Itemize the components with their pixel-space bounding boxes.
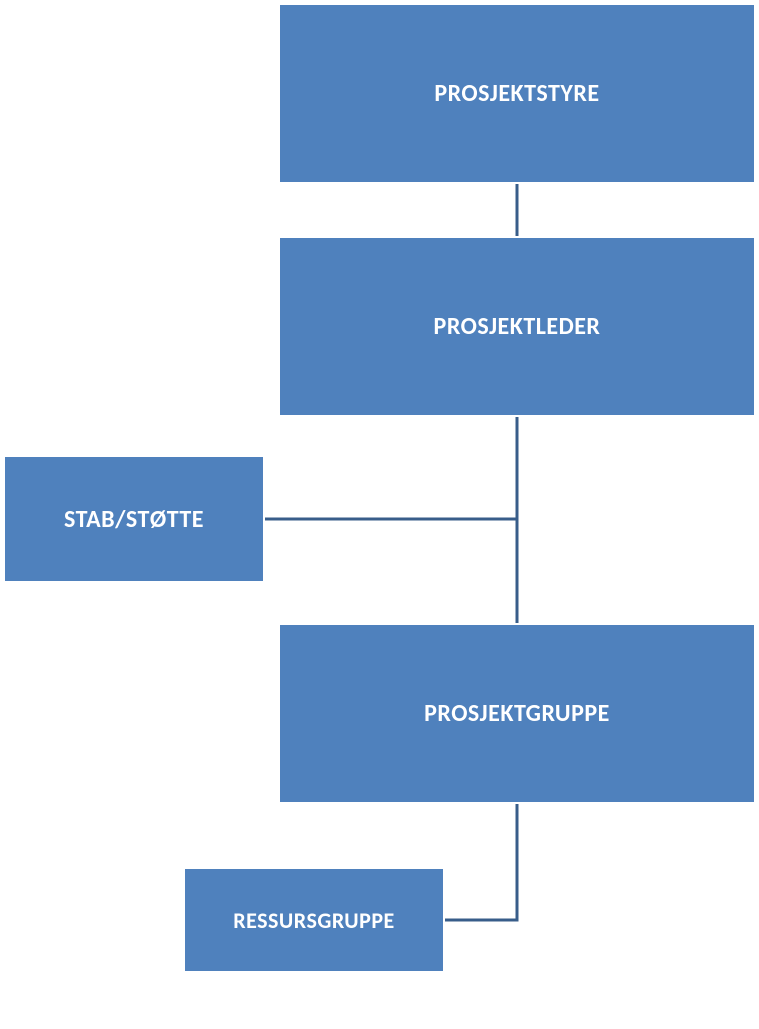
- node-stab-stotte: STAB/STØTTE: [3, 455, 265, 583]
- node-label-prosjektstyre: PROSJEKTSTYRE: [434, 79, 599, 108]
- node-label-prosjektgruppe: PROSJEKTGRUPPE: [424, 699, 610, 728]
- node-label-stab-stotte: STAB/STØTTE: [64, 505, 204, 534]
- node-prosjektleder: PROSJEKTLEDER: [278, 236, 756, 417]
- node-label-ressursgruppe: RESSURSGRUPPE: [233, 907, 395, 934]
- node-prosjektgruppe: PROSJEKTGRUPPE: [278, 623, 756, 804]
- node-label-prosjektleder: PROSJEKTLEDER: [434, 312, 601, 341]
- connector-prosjektgruppe-ressursgruppe: [445, 804, 517, 920]
- node-prosjektstyre: PROSJEKTSTYRE: [278, 3, 756, 184]
- org-chart: PROSJEKTSTYRE PROSJEKTLEDER STAB/STØTTE PRO…: [0, 0, 759, 1029]
- node-ressursgruppe: RESSURSGRUPPE: [183, 867, 445, 973]
